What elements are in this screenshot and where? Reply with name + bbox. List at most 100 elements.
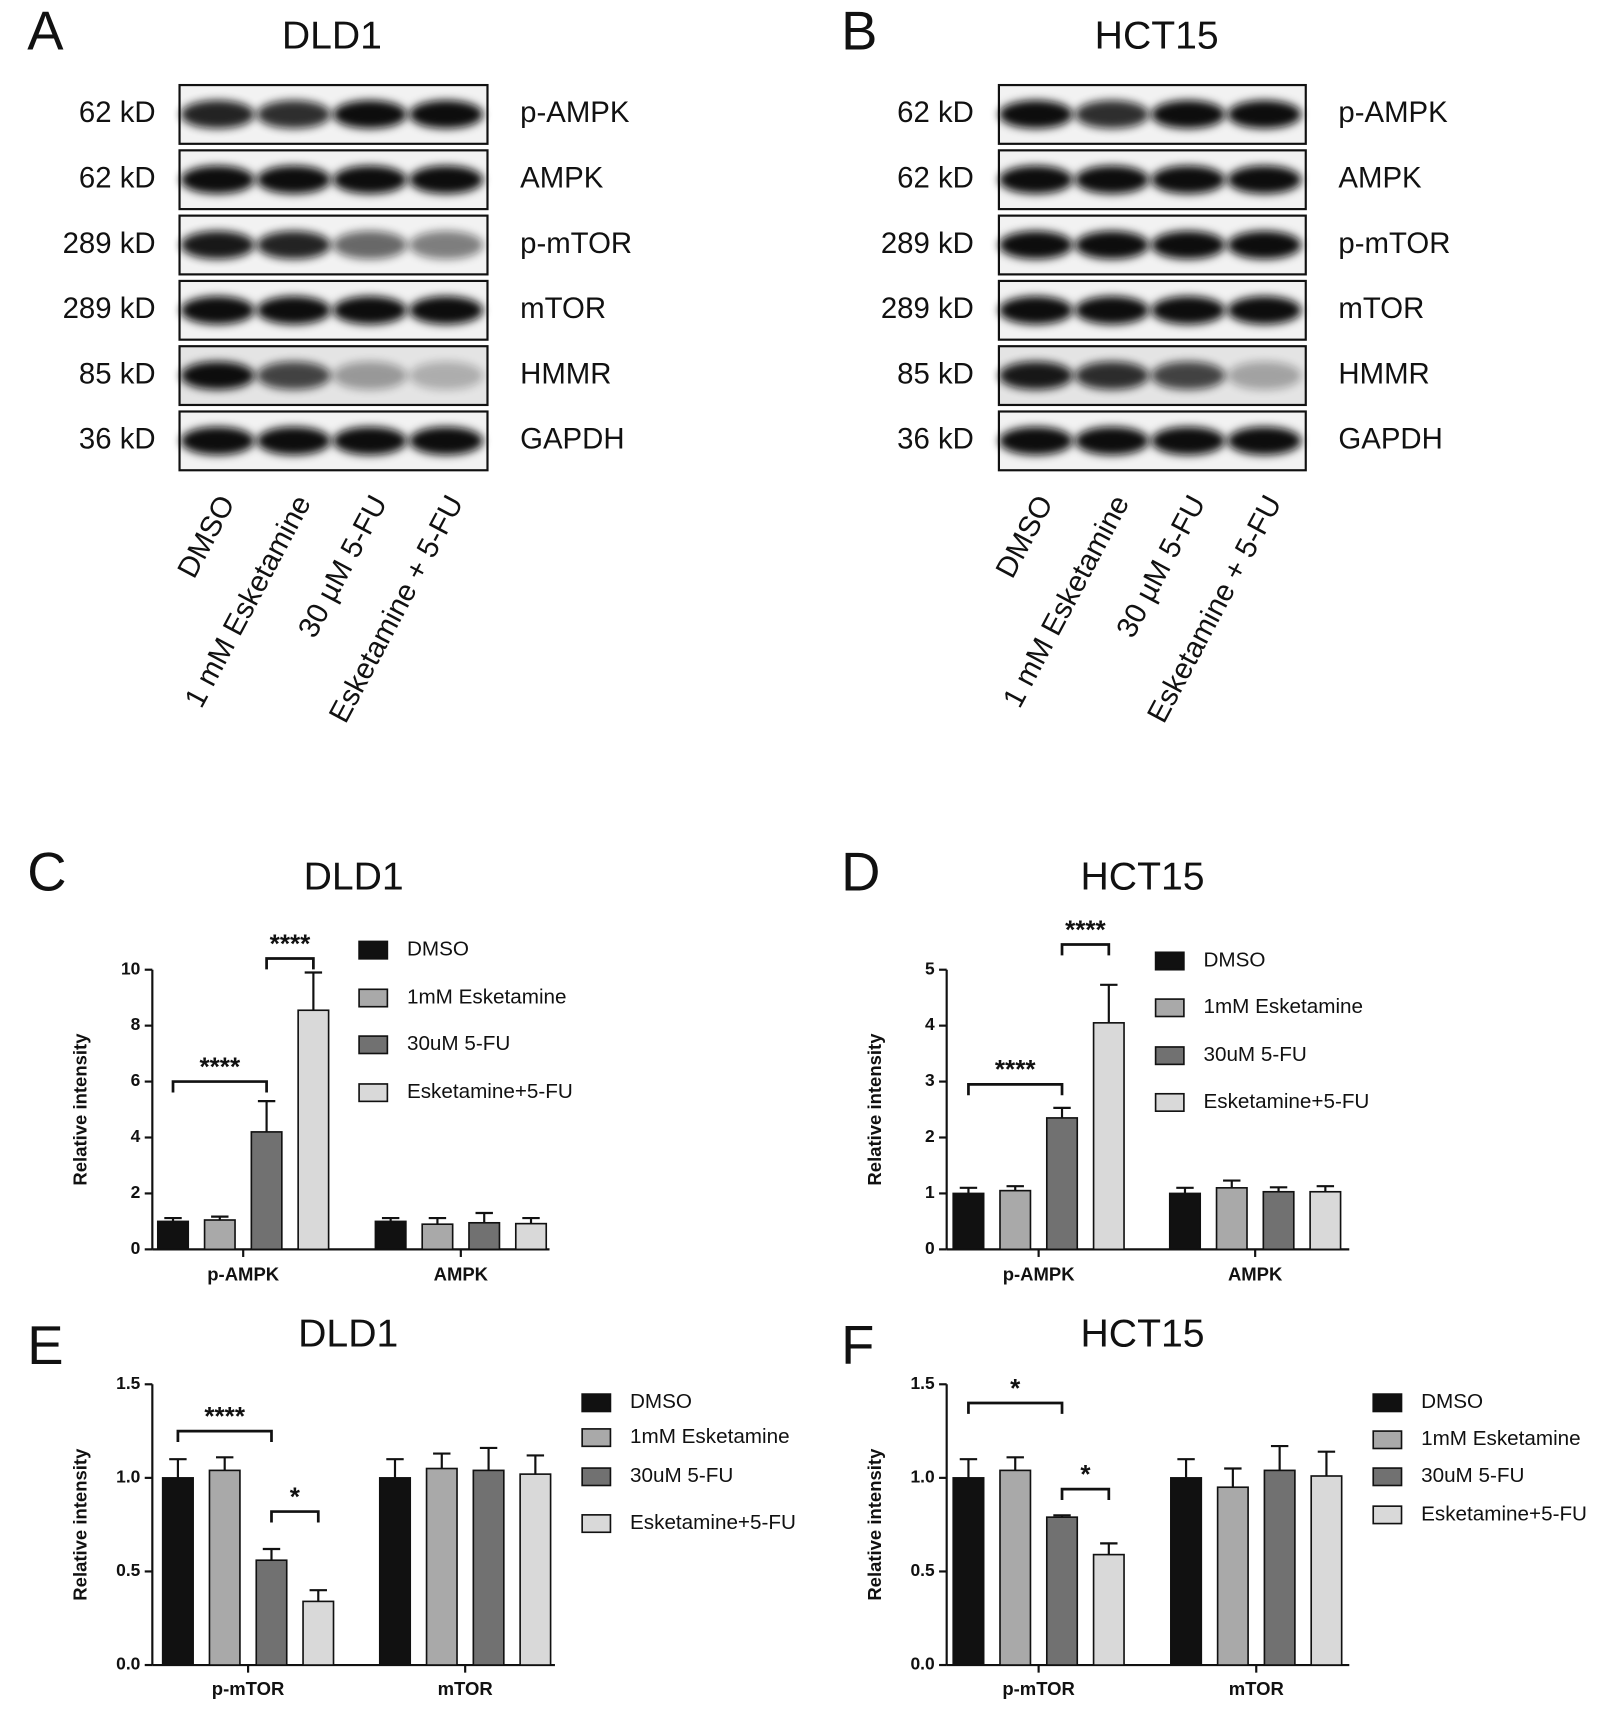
y-tick-label: 4 — [925, 1014, 935, 1034]
legend-label: 30uM 5-FU — [1421, 1464, 1524, 1487]
panel-letter: B — [841, 0, 877, 61]
blot-band — [332, 230, 407, 260]
blot-band — [1227, 165, 1302, 194]
blot-band — [409, 230, 484, 260]
bar — [203, 1219, 236, 1251]
blot-title: DLD1 — [282, 15, 382, 58]
bar — [1215, 1187, 1248, 1251]
bar — [468, 1221, 501, 1251]
blot-band — [1151, 426, 1226, 456]
y-axis-label: Relative intensity — [864, 1448, 885, 1601]
blot-band — [332, 100, 407, 129]
blot-band — [332, 361, 407, 390]
y-tick-label: 6 — [131, 1070, 141, 1090]
bar — [472, 1469, 505, 1666]
bar — [999, 1189, 1032, 1251]
significance-label: **** — [1065, 914, 1106, 944]
legend-swatch — [1154, 1092, 1185, 1112]
molecular-weight: 36 kD — [79, 423, 156, 456]
blot-band — [180, 100, 255, 129]
blot-band — [409, 361, 484, 390]
blot-band — [1151, 230, 1226, 260]
molecular-weight: 85 kD — [897, 357, 974, 390]
bar — [421, 1223, 454, 1251]
bar — [425, 1467, 458, 1666]
bar — [208, 1469, 241, 1666]
legend-label: DMSO — [407, 938, 469, 961]
legend-label: 1mM Esketamine — [630, 1425, 790, 1448]
protein-name: HMMR — [520, 357, 611, 390]
protein-name: p-mTOR — [520, 227, 632, 260]
significance-bracket — [967, 1401, 1064, 1414]
blot-band — [1075, 230, 1150, 260]
lane-label: DMSO — [989, 490, 1059, 583]
blot-band — [1075, 296, 1150, 325]
y-tick-label: 5 — [925, 958, 935, 978]
legend-swatch — [1154, 1046, 1185, 1066]
y-tick-label: 1.0 — [116, 1466, 140, 1486]
x-tick-label: mTOR — [1229, 1678, 1284, 1699]
blot-band — [998, 165, 1073, 194]
protein-name: p-AMPK — [1338, 96, 1448, 129]
protein-name: GAPDH — [1338, 423, 1442, 456]
blot-band — [1151, 361, 1226, 390]
blot-band — [409, 426, 484, 456]
protein-name: p-AMPK — [520, 96, 630, 129]
blot-band — [1227, 296, 1302, 325]
protein-name: HMMR — [1338, 357, 1429, 390]
blot-band — [1075, 361, 1150, 390]
legend-label: 1mM Esketamine — [1203, 995, 1363, 1018]
bar — [1092, 1022, 1125, 1251]
bar — [519, 1473, 552, 1666]
blot-band — [998, 100, 1073, 129]
blot-band — [1151, 165, 1226, 194]
significance-bracket — [171, 1080, 268, 1093]
significance-label: * — [1080, 1459, 1091, 1489]
legend-swatch — [358, 1035, 389, 1055]
blot-band — [1075, 165, 1150, 194]
bar — [255, 1559, 288, 1666]
y-tick-label: 2 — [925, 1126, 935, 1146]
y-tick-label: 0.0 — [911, 1654, 935, 1674]
molecular-weight: 289 kD — [881, 292, 974, 325]
significance-bracket — [1060, 943, 1111, 956]
y-tick-label: 2 — [131, 1182, 141, 1202]
bar — [1216, 1486, 1249, 1666]
x-tick-label: AMPK — [1228, 1263, 1283, 1284]
chart-title: HCT15 — [1081, 1313, 1205, 1356]
legend-swatch — [581, 1428, 612, 1448]
legend-label: 30uM 5-FU — [407, 1032, 510, 1055]
x-tick-label: p-mTOR — [1002, 1678, 1075, 1699]
protein-name: p-mTOR — [1338, 227, 1450, 260]
blot-band — [1227, 100, 1302, 129]
panel-letter: A — [27, 0, 64, 61]
bar — [1310, 1475, 1343, 1666]
molecular-weight: 62 kD — [79, 161, 156, 194]
x-tick-label: p-AMPK — [207, 1263, 280, 1284]
blot-band — [256, 230, 331, 260]
legend-swatch — [1372, 1505, 1403, 1525]
legend-swatch — [358, 988, 389, 1008]
y-tick-label: 10 — [121, 958, 140, 978]
significance-label: * — [290, 1481, 301, 1511]
legend-swatch — [1154, 951, 1185, 971]
bar — [1263, 1469, 1296, 1666]
bar — [302, 1600, 335, 1666]
blot-band — [256, 100, 331, 129]
blot-band — [998, 230, 1073, 260]
chart-title: DLD1 — [298, 1313, 398, 1356]
blot-band — [180, 165, 255, 194]
bar — [1092, 1553, 1125, 1666]
blot-band — [180, 230, 255, 260]
y-tick-label: 3 — [925, 1070, 935, 1090]
blot-band — [998, 296, 1073, 325]
x-tick-label: AMPK — [434, 1263, 489, 1284]
y-tick-label: 8 — [131, 1014, 141, 1034]
blot-band — [998, 361, 1073, 390]
panel-letter: C — [27, 842, 66, 903]
blot-band — [256, 296, 331, 325]
blot-band — [1227, 230, 1302, 260]
x-tick-label: p-AMPK — [1003, 1263, 1076, 1284]
molecular-weight: 62 kD — [897, 161, 974, 194]
